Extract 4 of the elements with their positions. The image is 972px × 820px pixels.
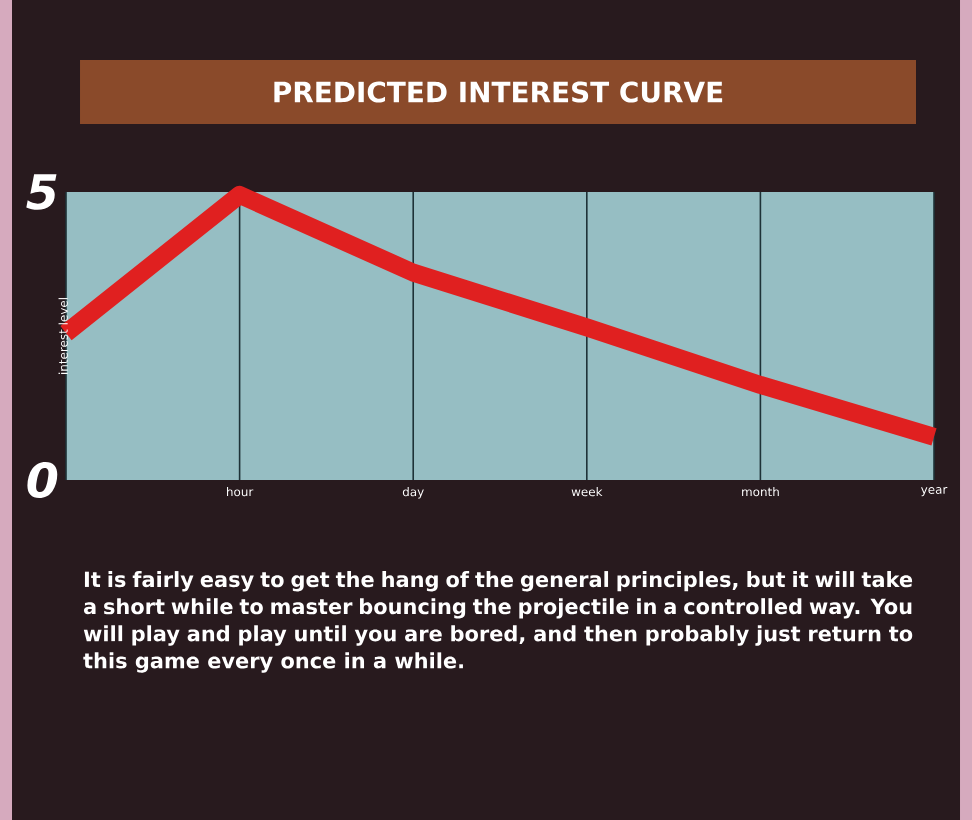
y-tick-label: 5 — [26, 174, 57, 210]
chart-title: PREDICTED INTEREST CURVE — [274, 81, 723, 103]
text: It is fairly easy to get the hang of the general principles, but it will take a short while to master bouncing the projectile in a controlled way. You will play and play until you are bored, and then probably just return to this game every once in a while. — [83, 571, 913, 673]
y-tick-label: 0 — [27, 461, 58, 499]
